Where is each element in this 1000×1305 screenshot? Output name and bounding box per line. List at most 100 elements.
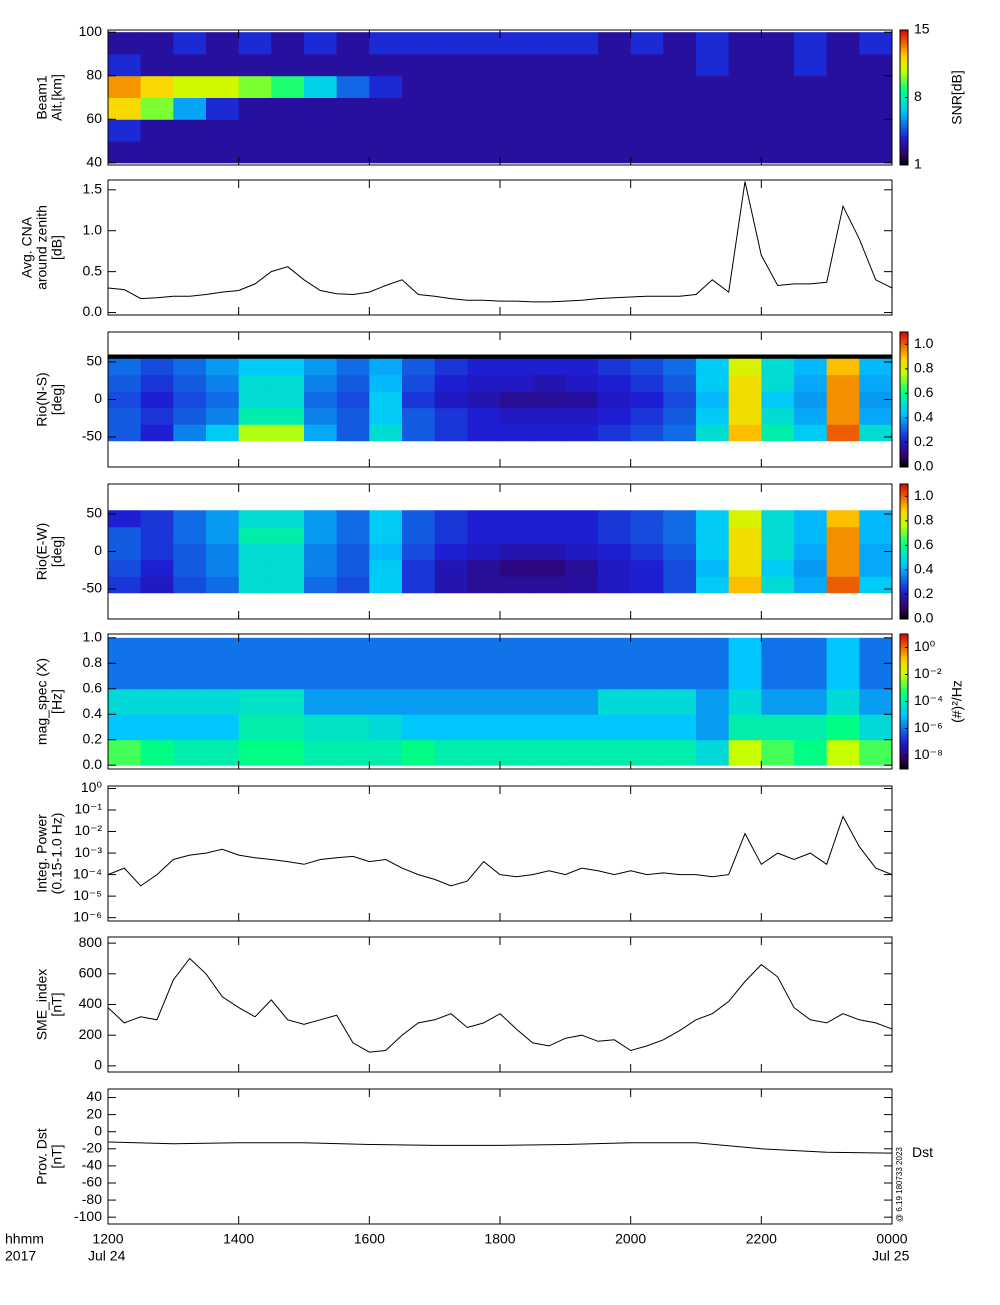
colorbar-segment [900, 735, 908, 738]
heatmap-cell [304, 510, 338, 528]
colorbar-segment [900, 585, 908, 588]
heatmap-cell [794, 407, 828, 425]
y-axis-label: Alt.[km] [49, 74, 65, 121]
colorbar-segment [900, 726, 908, 729]
colorbar-segment [900, 670, 908, 673]
heatmap-cell [598, 97, 632, 120]
colorbar-segment [900, 569, 908, 573]
colorbar-segment [900, 636, 908, 639]
date-label: Jul 25 [872, 1248, 910, 1264]
colorbar-segment [900, 551, 908, 555]
heatmap-cell [532, 53, 566, 77]
colorbar-tick-label: 0.8 [914, 512, 934, 528]
heatmap-cell [402, 75, 436, 98]
colorbar-tick-label: 0.8 [914, 360, 934, 376]
colorbar-tick-label: 0.0 [914, 458, 934, 474]
y-tick-label: -50 [82, 580, 102, 596]
colorbar-segment [900, 140, 908, 143]
heatmap-cell [598, 374, 632, 392]
colorbar-segment [900, 99, 908, 103]
heatmap-cell [826, 374, 860, 392]
heatmap-cell [467, 663, 501, 690]
heatmap-cell [108, 97, 142, 120]
heatmap-cell [140, 374, 174, 392]
heatmap-cell [108, 663, 142, 690]
colorbar-segment [900, 131, 908, 134]
time-axis-label: hhmm [5, 1231, 44, 1247]
heatmap-cell [369, 53, 403, 77]
heatmap-cell [402, 543, 436, 561]
heatmap-cell [140, 424, 174, 442]
colorbar-segment [900, 683, 908, 687]
year-label: 2017 [5, 1248, 36, 1264]
colorbar-tick-label: 0.6 [914, 536, 934, 552]
heatmap-cell [761, 510, 795, 528]
heatmap-cell [761, 559, 795, 577]
colorbar-segment [900, 144, 908, 148]
heatmap-cell [826, 53, 860, 77]
heatmap-cell [173, 576, 207, 594]
heatmap-cell [173, 559, 207, 577]
colorbar-segment [900, 422, 908, 425]
y-tick-label: 10⁻² [74, 822, 102, 838]
heatmap-cell [402, 53, 436, 77]
heatmap-cell [140, 141, 174, 164]
colorbar-segment [900, 117, 908, 121]
colorbar-segment [900, 764, 908, 768]
heatmap-cell [336, 424, 370, 442]
heatmap-cell [467, 141, 501, 164]
y-tick-label: 600 [79, 965, 103, 981]
colorbar-tick-label: 8 [914, 88, 922, 104]
heatmap-cell [140, 391, 174, 409]
heatmap-cell [761, 374, 795, 392]
heatmap-cell [696, 739, 730, 766]
heatmap-cell [140, 407, 174, 425]
y-tick-label: 10⁻⁴ [73, 865, 102, 881]
heatmap-cell [206, 526, 240, 544]
heatmap-cell [663, 119, 697, 142]
heatmap-cell [532, 559, 566, 577]
colorbar-segment [900, 692, 908, 696]
heatmap-cell [663, 714, 697, 741]
heatmap-cell [271, 637, 305, 664]
heatmap-cell [304, 354, 338, 359]
heatmap-cell [532, 739, 566, 766]
heatmap-cell [467, 407, 501, 425]
heatmap-cell [467, 75, 501, 98]
colorbar-segment [900, 488, 908, 492]
heatmap-cell [565, 637, 599, 664]
heatmap-cell [696, 663, 730, 690]
colorbar-segment [900, 158, 908, 161]
colorbar-segment [900, 607, 908, 611]
colorbar-segment [900, 120, 908, 123]
axes-frame [107, 936, 893, 1073]
colorbar-segment [900, 95, 908, 98]
y-tick-label: 0.2 [83, 730, 103, 746]
colorbar-segment [900, 160, 908, 164]
heatmap-cell [238, 53, 272, 77]
colorbar-segment [900, 748, 908, 752]
heatmap-cell [728, 510, 762, 528]
heatmap-cell [173, 688, 207, 715]
colorbar-segment [900, 57, 908, 60]
heatmap-cell [304, 75, 338, 98]
colorbar-segment [900, 151, 908, 155]
heatmap-cell [336, 32, 370, 55]
heatmap-cell [206, 358, 240, 376]
heatmap-cell [826, 391, 860, 409]
colorbar-segment [900, 124, 908, 128]
heatmap-cell [794, 424, 828, 442]
x-tick-label: 1800 [484, 1231, 515, 1247]
heatmap-cell [369, 637, 403, 664]
heatmap-cell [467, 53, 501, 77]
colorbar-segment [900, 558, 908, 561]
heatmap-cell [271, 358, 305, 376]
colorbar-segment [900, 515, 908, 519]
heatmap-cell [304, 141, 338, 164]
colorbar-segment [900, 535, 908, 539]
colorbar-segment [900, 41, 908, 44]
y-tick-label: 10⁻³ [74, 844, 102, 860]
heatmap-cell [728, 97, 762, 120]
heatmap-cell [761, 119, 795, 142]
heatmap-cell [728, 141, 762, 164]
